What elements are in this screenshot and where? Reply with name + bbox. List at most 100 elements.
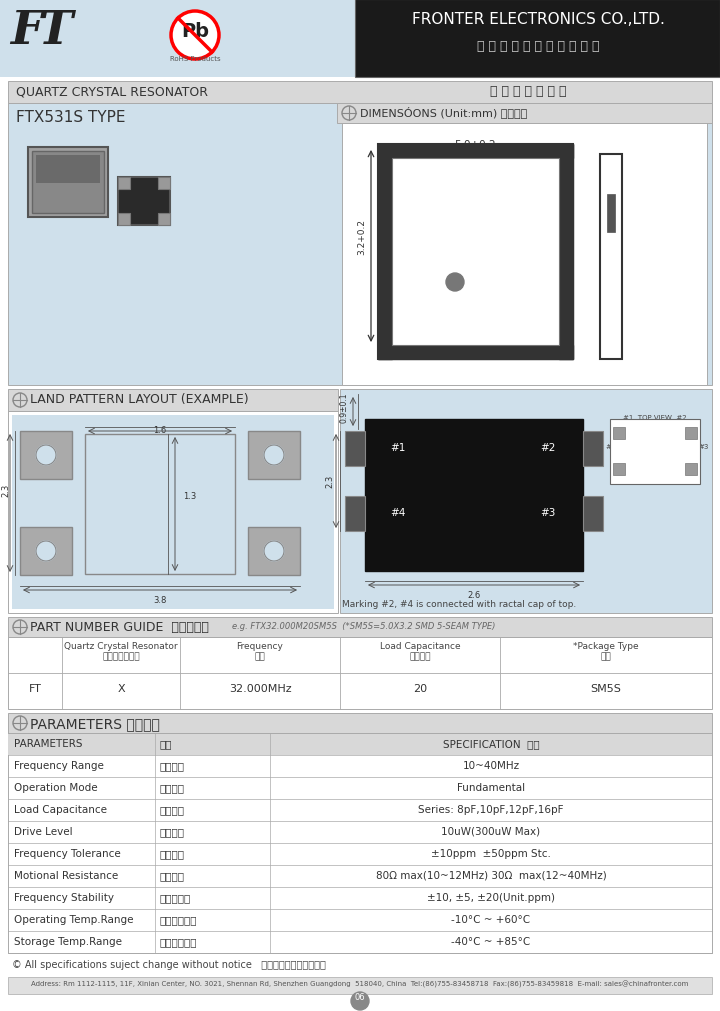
Text: X: X xyxy=(117,683,125,694)
Text: -10°C ~ +60°C: -10°C ~ +60°C xyxy=(451,914,531,924)
Bar xyxy=(583,496,603,532)
Circle shape xyxy=(446,274,464,292)
Bar xyxy=(8,82,712,104)
Bar xyxy=(378,145,392,360)
Text: LAND PATTERN LAYOUT (EXAMPLE): LAND PATTERN LAYOUT (EXAMPLE) xyxy=(30,392,248,405)
Text: 石 英 晶 体 谐 振 器: 石 英 晶 体 谐 振 器 xyxy=(490,85,567,98)
Text: F: F xyxy=(10,8,43,54)
Bar xyxy=(248,528,300,575)
Text: Frequency
频率: Frequency 频率 xyxy=(237,641,284,661)
Bar xyxy=(8,104,712,385)
Text: PART NUMBER GUIDE  部件号示例: PART NUMBER GUIDE 部件号示例 xyxy=(30,621,209,633)
Text: Storage Temp.Range: Storage Temp.Range xyxy=(14,936,122,946)
Text: © All specifications suject change without notice   规格变化，恽不另行通知: © All specifications suject change witho… xyxy=(12,959,326,969)
Text: 2.3: 2.3 xyxy=(325,474,335,487)
Bar xyxy=(118,213,130,225)
Bar xyxy=(583,432,603,466)
Text: e.g. FTX32.000M20SM5S  (*SM5S=5.0X3.2 SMD 5-SEAM TYPE): e.g. FTX32.000M20SM5S (*SM5S=5.0X3.2 SMD… xyxy=(232,622,495,631)
Text: Frequency Range: Frequency Range xyxy=(14,760,104,770)
Text: 频率偏差: 频率偏差 xyxy=(159,848,184,858)
Circle shape xyxy=(171,12,219,60)
Circle shape xyxy=(36,542,56,561)
Text: 0.9±0.1: 0.9±0.1 xyxy=(340,392,348,423)
Text: 06: 06 xyxy=(355,992,365,1001)
Bar xyxy=(378,145,573,360)
Text: PARAMETERS: PARAMETERS xyxy=(14,738,83,748)
Bar xyxy=(342,124,707,385)
Text: #2: #2 xyxy=(540,443,555,453)
Bar xyxy=(355,0,720,78)
Text: 2.3: 2.3 xyxy=(1,483,11,496)
Text: Series: 8pF,10pF,12pF,16pF: Series: 8pF,10pF,12pF,16pF xyxy=(418,804,564,814)
Text: ±10ppm  ±50ppm Stc.: ±10ppm ±50ppm Stc. xyxy=(431,848,551,858)
Text: Operating Temp.Range: Operating Temp.Range xyxy=(14,914,133,924)
Text: RoHS Products: RoHS Products xyxy=(170,56,220,62)
Text: 3.2+0.2: 3.2+0.2 xyxy=(358,218,366,255)
Text: 5.0±0.2: 5.0±0.2 xyxy=(454,140,496,150)
Bar xyxy=(32,152,104,213)
Text: DIMENSÓONS (Unit:mm) 外形尺寸: DIMENSÓONS (Unit:mm) 外形尺寸 xyxy=(360,106,527,118)
Bar xyxy=(345,496,365,532)
Text: 80Ω max(10~12MHz) 30Ω  max(12~40MHz): 80Ω max(10~12MHz) 30Ω max(12~40MHz) xyxy=(376,870,606,881)
Bar xyxy=(600,155,622,360)
Text: 储存温度范围: 储存温度范围 xyxy=(159,936,197,946)
Bar xyxy=(0,0,720,78)
Text: FTX531S TYPE: FTX531S TYPE xyxy=(16,110,125,125)
Bar xyxy=(355,0,720,78)
Text: Load Capacitance
负载电容: Load Capacitance 负载电容 xyxy=(379,641,460,661)
Text: 负载电容: 负载电容 xyxy=(159,804,184,814)
Bar xyxy=(8,389,338,411)
Text: #1: #1 xyxy=(390,443,405,453)
Bar xyxy=(118,178,170,225)
Text: Motional Resistance: Motional Resistance xyxy=(14,870,118,881)
Text: ±10, ±5, ±20(Unit.ppm): ±10, ±5, ±20(Unit.ppm) xyxy=(427,892,555,902)
Text: SPECIFICATION  规格: SPECIFICATION 规格 xyxy=(443,738,539,748)
Bar xyxy=(559,145,573,360)
Bar xyxy=(613,428,625,440)
Bar xyxy=(248,432,300,479)
Text: QUARTZ CRYSTAL RESONATOR: QUARTZ CRYSTAL RESONATOR xyxy=(16,85,208,98)
Text: 2.6: 2.6 xyxy=(467,590,481,600)
Text: 频率范围: 频率范围 xyxy=(159,760,184,770)
Text: #4: #4 xyxy=(390,508,405,518)
Text: PARAMETERS 技术参数: PARAMETERS 技术参数 xyxy=(30,716,160,730)
Text: SM5S: SM5S xyxy=(590,683,621,694)
Bar xyxy=(607,195,615,233)
Text: 32.000MHz: 32.000MHz xyxy=(229,683,292,694)
Bar xyxy=(8,977,712,994)
Text: 1.6: 1.6 xyxy=(153,426,166,435)
Bar xyxy=(8,637,712,710)
Text: Address: Rm 1112-1115, 11F, Xinian Center, NO. 3021, Shennan Rd, Shenzhen Guangd: Address: Rm 1112-1115, 11F, Xinian Cente… xyxy=(31,980,689,988)
Text: Frequency Tolerance: Frequency Tolerance xyxy=(14,848,121,858)
Text: Fundamental: Fundamental xyxy=(457,783,525,793)
Bar xyxy=(685,428,697,440)
Bar xyxy=(12,416,334,610)
Text: #3: #3 xyxy=(540,508,555,518)
Text: 32.000M: 32.000M xyxy=(53,171,84,177)
Bar xyxy=(28,148,108,217)
Text: T: T xyxy=(38,8,73,54)
Text: 参数: 参数 xyxy=(159,738,171,748)
Text: 激励电平: 激励电平 xyxy=(159,826,184,836)
Text: FRONTER ELECTRONICS CO.,LTD.: FRONTER ELECTRONICS CO.,LTD. xyxy=(412,12,665,27)
Bar xyxy=(20,432,72,479)
Bar xyxy=(392,159,559,346)
Text: FT: FT xyxy=(62,162,73,171)
Text: 10uW(300uW Max): 10uW(300uW Max) xyxy=(441,826,541,836)
Bar xyxy=(20,528,72,575)
Bar xyxy=(158,213,170,225)
Bar xyxy=(378,346,573,360)
Bar xyxy=(337,104,712,124)
Bar xyxy=(378,145,573,159)
Text: 1.3: 1.3 xyxy=(183,491,197,500)
Text: Marking #2, #4 is connected with ractal cap of top.: Marking #2, #4 is connected with ractal … xyxy=(342,600,576,609)
Text: 谐振电阻: 谐振电阻 xyxy=(159,870,184,881)
Text: 3.8: 3.8 xyxy=(153,595,167,605)
Text: 10~40MHz: 10~40MHz xyxy=(462,760,520,770)
Text: 频率稳定性: 频率稳定性 xyxy=(159,892,190,902)
Circle shape xyxy=(36,446,56,465)
Text: #3: #3 xyxy=(698,444,708,450)
Bar xyxy=(8,618,712,637)
Text: *Package Type
盘形: *Package Type 盘形 xyxy=(573,641,639,661)
Text: Pb: Pb xyxy=(181,22,209,41)
